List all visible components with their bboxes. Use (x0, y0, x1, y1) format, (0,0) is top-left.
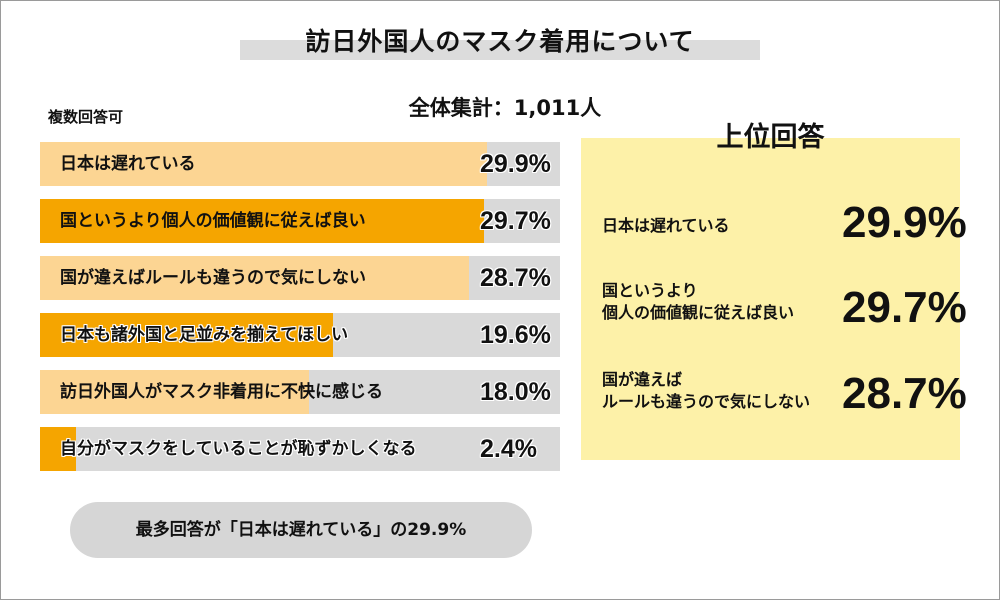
bar-label: 訪日外国人がマスク非着用に不快に感じる (60, 382, 383, 402)
bar-label: 日本は遅れている (60, 154, 196, 174)
bar-value-label: 19.6% (480, 321, 551, 349)
top-answers-heading: 上位回答 (716, 122, 825, 153)
top-answer-3-label: 国が違えば ルールも違うので気にしない (602, 369, 810, 413)
bar-label: 日本も諸外国と足並みを揃えてほしい (60, 325, 349, 345)
bar-row: 日本も諸外国と足並みを揃えてほしい 19.6% (40, 313, 560, 357)
bar (40, 313, 333, 357)
top-answer-1-label: 日本は遅れている (602, 215, 730, 237)
top-answers-box (581, 138, 960, 460)
bar-track (40, 427, 560, 471)
bar-row: 国というより個人の価値観に従えば良い 29.7% (40, 199, 560, 243)
bar-value-label: 29.7% (480, 207, 551, 235)
bar-row: 訪日外国人がマスク非着用に不快に感じる 18.0% (40, 370, 560, 414)
bar-value-label: 2.4% (480, 435, 537, 463)
top-answer-3-label-line-1: 国が違えば (602, 370, 683, 389)
top-answer-2-label: 国というより 個人の価値観に従えば良い (602, 280, 794, 324)
chart-title: 訪日外国人のマスク着用について (305, 27, 695, 56)
bar-label: 国というより個人の価値観に従えば良い (60, 211, 366, 231)
top-answer-2-label-line-1: 国というより (602, 281, 698, 300)
top-answer-2-label-line-2: 個人の価値観に従えば良い (602, 303, 795, 322)
bar-row: 自分がマスクをしていることが恥ずかしくなる 2.4% (40, 427, 560, 471)
bar (40, 256, 469, 300)
bar-row: 国が違えばルールも違うので気にしない 28.7% (40, 256, 560, 300)
total-respondents: 全体集計：1,011人 (408, 96, 602, 120)
summary-pill: 最多回答が「日本は遅れている」の29.9% (70, 502, 532, 558)
bar-value-label: 28.7% (480, 264, 551, 292)
bar-label: 国が違えばルールも違うので気にしない (60, 268, 366, 288)
top-answer-3-label-line-2: ルールも違うので気にしない (602, 392, 811, 411)
bar (40, 427, 76, 471)
bar (40, 370, 309, 414)
bar (40, 142, 487, 186)
multi-answer-note: 複数回答可 (48, 108, 124, 126)
top-answer-1-label-line-1: 日本は遅れている (602, 216, 730, 235)
bar (40, 199, 484, 243)
top-answer-1-value: 29.9% (842, 198, 967, 247)
title-underline (240, 40, 760, 60)
bar-row: 日本は遅れている 29.9% (40, 142, 560, 186)
top-answer-3-value: 28.7% (842, 369, 967, 418)
top-answer-2-value: 29.7% (842, 283, 967, 332)
bar-value-label: 29.9% (480, 150, 551, 178)
bar-label: 自分がマスクをしていることが恥ずかしくなる (60, 439, 417, 459)
bar-value-label: 18.0% (480, 378, 551, 406)
